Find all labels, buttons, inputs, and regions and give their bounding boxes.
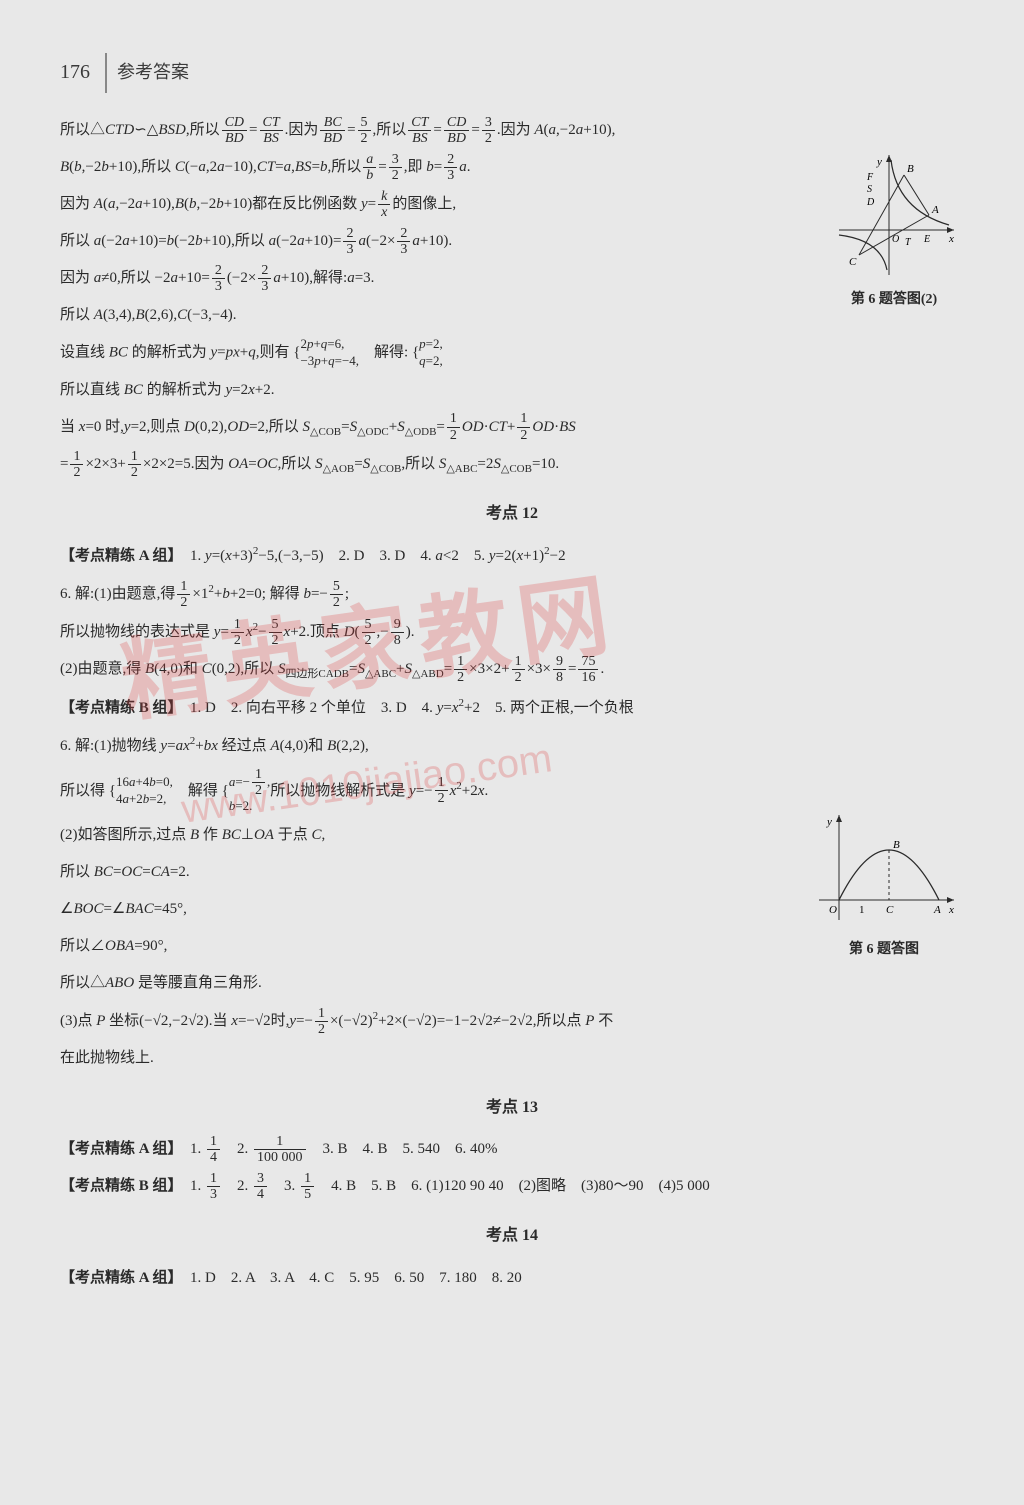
text-line: 所以得 {16a+4b=0,4a+2b=2, 解得 {a=−12,b=2.所以抛…	[60, 767, 964, 816]
group-b-13: 【考点精练 B 组】 1. 13 2. 34 3. 15 4. B 5. B 6…	[60, 1170, 964, 1203]
svg-text:O: O	[892, 234, 899, 245]
svg-text:A: A	[933, 904, 941, 916]
svg-text:D: D	[866, 197, 875, 208]
section-title-12: 考点 12	[60, 496, 964, 531]
text-line: 6. 解:(1)抛物线 y=ax2+bx 经过点 A(4,0)和 B(2,2),	[60, 729, 964, 763]
figure-1: y x F S D B A C O E T 第 6 题答图(2)	[824, 150, 964, 316]
text-line: 6. 解:(1)由题意,得12×12+b+2=0; 解得 b=−52;	[60, 577, 964, 611]
svg-text:O: O	[829, 904, 837, 916]
text-line: 设直线 BC 的解析式为 y=px+q,则有 {2p+q=6,−3p+q=−4,…	[60, 336, 964, 370]
text-line: =12×2×3+12×2×2=5.因为 OA=OC,所以 S△AOB=S△COB…	[60, 448, 964, 481]
page-number: 176	[60, 50, 90, 94]
svg-text:y: y	[826, 816, 832, 828]
svg-text:B: B	[907, 163, 914, 175]
svg-text:y: y	[876, 156, 882, 168]
group-a-label: 【考点精练 A 组】	[60, 1141, 175, 1157]
svg-text:A: A	[931, 204, 939, 216]
group-a-14: 【考点精练 A 组】 1. D 2. A 3. A 4. C 5. 95 6. …	[60, 1262, 964, 1295]
section-title-13: 考点 13	[60, 1090, 964, 1125]
svg-text:C: C	[849, 256, 857, 268]
svg-text:x: x	[948, 233, 954, 245]
svg-text:T: T	[905, 237, 912, 248]
section-title-14: 考点 14	[60, 1218, 964, 1253]
svg-text:E: E	[923, 234, 930, 245]
text-line: 所以直线 BC 的解析式为 y=2x+2.	[60, 374, 964, 407]
text-line: 所以抛物线的表达式是 y=12x2−52x+2.顶点 D(52,−98).	[60, 615, 964, 649]
text-line: (3)点 P 坐标(−√2,−2√2).当 x=−√2时,y=−12×(−√2)…	[60, 1004, 964, 1038]
group-a-13: 【考点精练 A 组】 1. 14 2. 1100 000 3. B 4. B 5…	[60, 1133, 964, 1166]
svg-text:F: F	[866, 172, 874, 183]
text-line: 在此抛物线上.	[60, 1042, 964, 1075]
page-title: 参考答案	[105, 53, 189, 93]
group-a-answers: 1. D 2. A 3. A 4. C 5. 95 6. 50 7. 180 8…	[190, 1270, 522, 1286]
text-line: 所以△CTD∽△BSD,所以CDBD=CTBS.因为BCBD=52,所以CTBS…	[60, 114, 964, 147]
text-line: (2)由题意,得 B(4,0)和 C(0,2),所以 S四边形CADB=S△AB…	[60, 653, 964, 686]
svg-text:S: S	[867, 184, 872, 195]
svg-text:C: C	[886, 904, 894, 916]
group-a-12: 【考点精练 A 组】 1. y=(x+3)2−5,(−3,−5) 2. D 3.…	[60, 539, 964, 573]
figure-2-caption: 第 6 题答图	[804, 935, 964, 966]
group-b-label: 【考点精练 B 组】	[60, 1178, 175, 1194]
group-b-12: 【考点精练 B 组】 1. D 2. 向右平移 2 个单位 3. D 4. y=…	[60, 691, 964, 725]
figure-1-caption: 第 6 题答图(2)	[824, 285, 964, 316]
svg-text:B: B	[893, 839, 900, 851]
group-a-label: 【考点精练 A 组】	[60, 1270, 175, 1286]
group-b-label: 【考点精练 B 组】	[60, 700, 175, 716]
svg-text:x: x	[948, 904, 954, 916]
svg-text:1: 1	[859, 904, 865, 916]
figure-2: y x O 1 C A B 第 6 题答图	[804, 810, 964, 966]
group-a-label: 【考点精练 A 组】	[60, 548, 175, 564]
text-line: 当 x=0 时,y=2,则点 D(0,2),OD=2,所以 S△COB=S△OD…	[60, 411, 964, 444]
text-line: 所以△ABO 是等腰直角三角形.	[60, 967, 964, 1000]
